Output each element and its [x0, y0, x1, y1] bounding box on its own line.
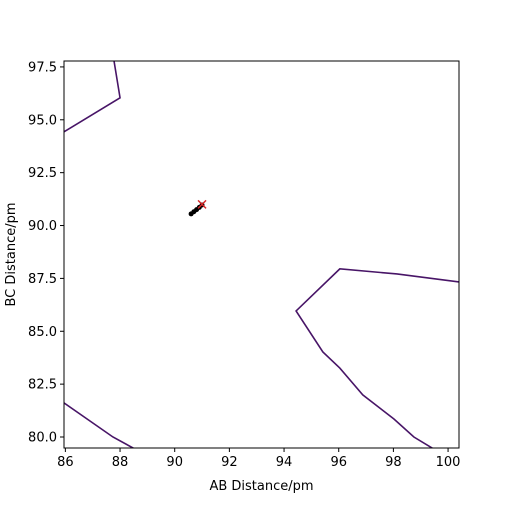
x-tick-label: 96 [330, 455, 347, 470]
x-tick-label: 94 [276, 455, 293, 470]
y-tick-label: 85.0 [28, 325, 57, 340]
x-tick-label: 90 [166, 455, 183, 470]
axes-frame [63, 60, 460, 449]
x-tick-label: 88 [112, 455, 129, 470]
y-tick-label: 80.0 [28, 431, 57, 446]
y-tick-label: 97.5 [28, 60, 57, 75]
line [64, 61, 121, 133]
plot-area [64, 61, 459, 448]
y-tick-label: 92.5 [28, 166, 57, 181]
y-tick-label: 95.0 [28, 113, 57, 128]
y-tick-label: 90.0 [28, 219, 57, 234]
y-tick-label: 87.5 [28, 272, 57, 287]
y-tick-label: 82.5 [28, 378, 57, 393]
x-tick-label: 86 [57, 455, 74, 470]
x-axis-label: AB Distance/pm [209, 479, 313, 494]
y-axis-label: BC Distance/pm [4, 202, 19, 306]
x-tick-label: 92 [221, 455, 238, 470]
x-tick-label: 100 [436, 455, 461, 470]
line [64, 402, 135, 448]
marker [197, 199, 207, 209]
x-tick-label: 98 [385, 455, 402, 470]
line [295, 268, 459, 448]
